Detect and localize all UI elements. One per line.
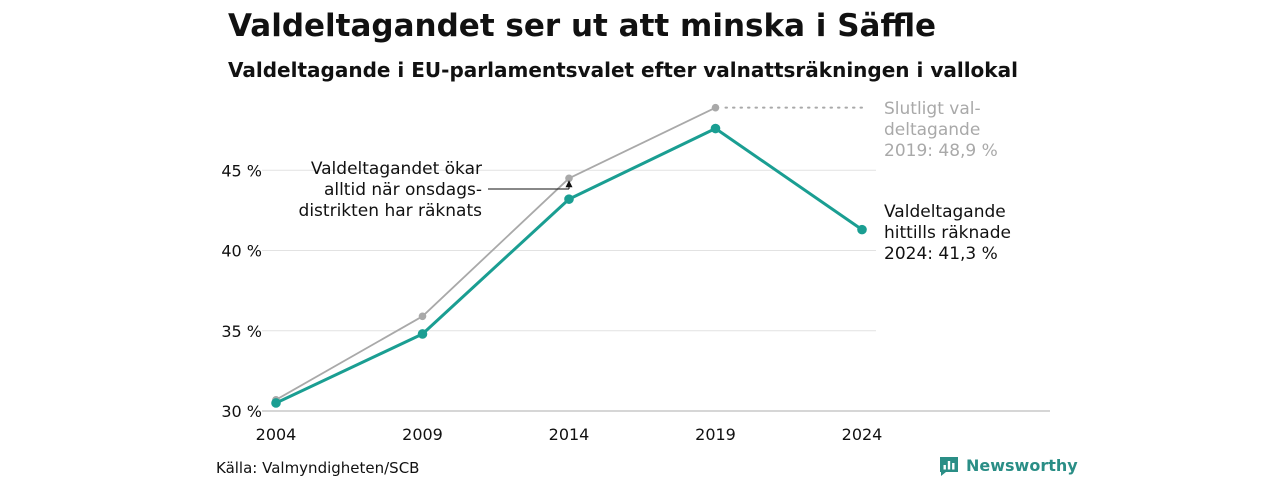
- x-tick-label: 2024: [842, 425, 883, 444]
- y-tick-label: 40 %: [221, 242, 262, 261]
- note-label: Valdeltagandet ökar alltid när onsdags-di…: [299, 159, 483, 221]
- y-tick-label: 35 %: [221, 322, 262, 341]
- data-point: [857, 224, 867, 235]
- data-point: [564, 194, 574, 204]
- data-point: [711, 103, 720, 112]
- series-line: [275, 106, 717, 401]
- annotation-line: 2019: 48,9 %: [884, 141, 998, 161]
- counted-turnout-label: Valdeltagande hittills räknade 2024: 41,3 …: [884, 202, 1011, 264]
- x-tick-label: 2004: [256, 425, 297, 444]
- newsworthy-logo: Newsworthy: [938, 455, 1078, 477]
- annotation-line: Slutligt val-: [884, 99, 981, 119]
- data-point: [271, 398, 281, 408]
- annotation-line: alltid när onsdags-: [324, 180, 482, 200]
- x-tick-label: 2009: [402, 425, 443, 444]
- data-point: [417, 329, 428, 339]
- y-axis-tick-labels: 30 % 35 % 40 % 45 %: [221, 161, 262, 421]
- annotation-line: Valdeltagandet ökar: [311, 159, 482, 179]
- annotation-line: 2024: 41,3 %: [884, 244, 998, 264]
- annotation-line: deltagande: [884, 120, 980, 140]
- x-tick-label: 2019: [695, 425, 736, 444]
- source-note: Källa: Valmyndigheten/SCB: [216, 459, 420, 477]
- chart-title: Valdeltagandet ser ut att minska i Säffl…: [228, 8, 937, 44]
- annotation-line: distrikten har räknats: [299, 201, 483, 221]
- data-point: [710, 123, 721, 134]
- annotation-line: hittills räknade: [884, 223, 1011, 243]
- data-point: [565, 174, 573, 183]
- x-axis-tick-labels: 2004 2009 2014 2019 2024: [256, 425, 883, 444]
- final-turnout-label: Slutligt val-deltagande 2019: 48,9 %: [884, 99, 998, 161]
- series-election-night-turnout: [271, 123, 867, 408]
- series-final-turnout: [272, 103, 720, 404]
- x-tick-label: 2014: [549, 425, 590, 444]
- annotation-line: Valdeltagande: [884, 202, 1006, 222]
- annotations: Slutligt val-deltagande 2019: 48,9 % Vald…: [299, 99, 1011, 264]
- data-point: [418, 312, 427, 321]
- logo-text: Newsworthy: [966, 456, 1078, 475]
- y-tick-label: 30 %: [221, 402, 262, 421]
- chart-subtitle: Valdeltagande i EU-parlamentsvalet efter…: [228, 58, 1018, 82]
- y-tick-label: 45 %: [221, 161, 262, 180]
- note-arrowhead: [565, 180, 573, 188]
- bar-chart-speech-bubble-icon: [940, 457, 958, 476]
